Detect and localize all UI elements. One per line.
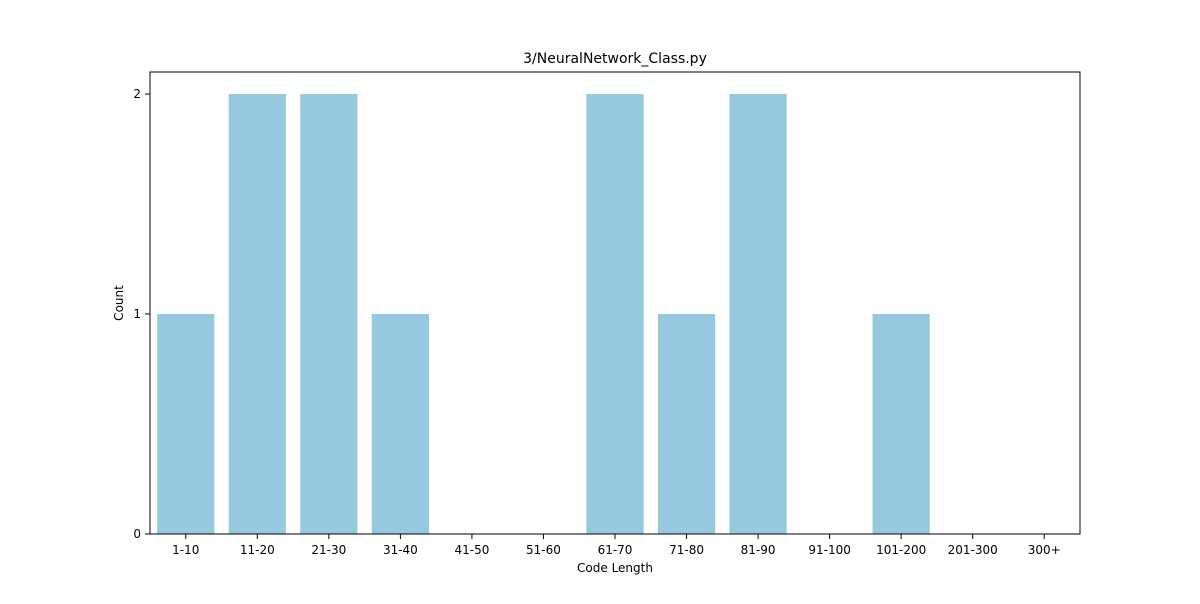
x-tick-label: 51-60 [526,543,561,557]
x-tick-label: 201-300 [948,543,998,557]
x-tick-label: 31-40 [383,543,418,557]
bar-1-10 [157,314,215,534]
bar-71-80 [657,314,716,534]
x-tick-label: 1-10 [172,543,199,557]
x-tick-label: 91-100 [808,543,851,557]
y-tick-label: 1 [133,307,141,321]
x-tick-label: 61-70 [598,543,633,557]
x-tick-label: 21-30 [311,543,346,557]
bars-group [157,94,930,534]
bar-11-20 [228,94,286,534]
y-axis-label: Count [112,285,126,321]
x-tick-label: 300+ [1028,543,1061,557]
y-tick-label: 0 [133,527,141,541]
x-axis: 1-10 11-20 21-30 31-40 41-50 51-60 61-70 71-80 8… [172,534,1061,557]
bar-81-90 [729,94,787,534]
chart-title: 3/NeuralNetwork_Class.py [523,51,707,67]
bar-21-30 [300,94,358,534]
bar-61-70 [586,94,644,534]
x-tick-label: 71-80 [669,543,704,557]
x-tick-label: 81-90 [741,543,776,557]
bar-101-200 [872,314,930,534]
x-axis-label: Code Length [577,561,653,575]
x-tick-label: 11-20 [240,543,275,557]
x-tick-label: 41-50 [454,543,489,557]
bar-31-40 [371,314,429,534]
y-tick-label: 2 [133,87,141,101]
x-tick-label: 101-200 [876,543,926,557]
y-axis: 0 1 2 [133,87,150,541]
